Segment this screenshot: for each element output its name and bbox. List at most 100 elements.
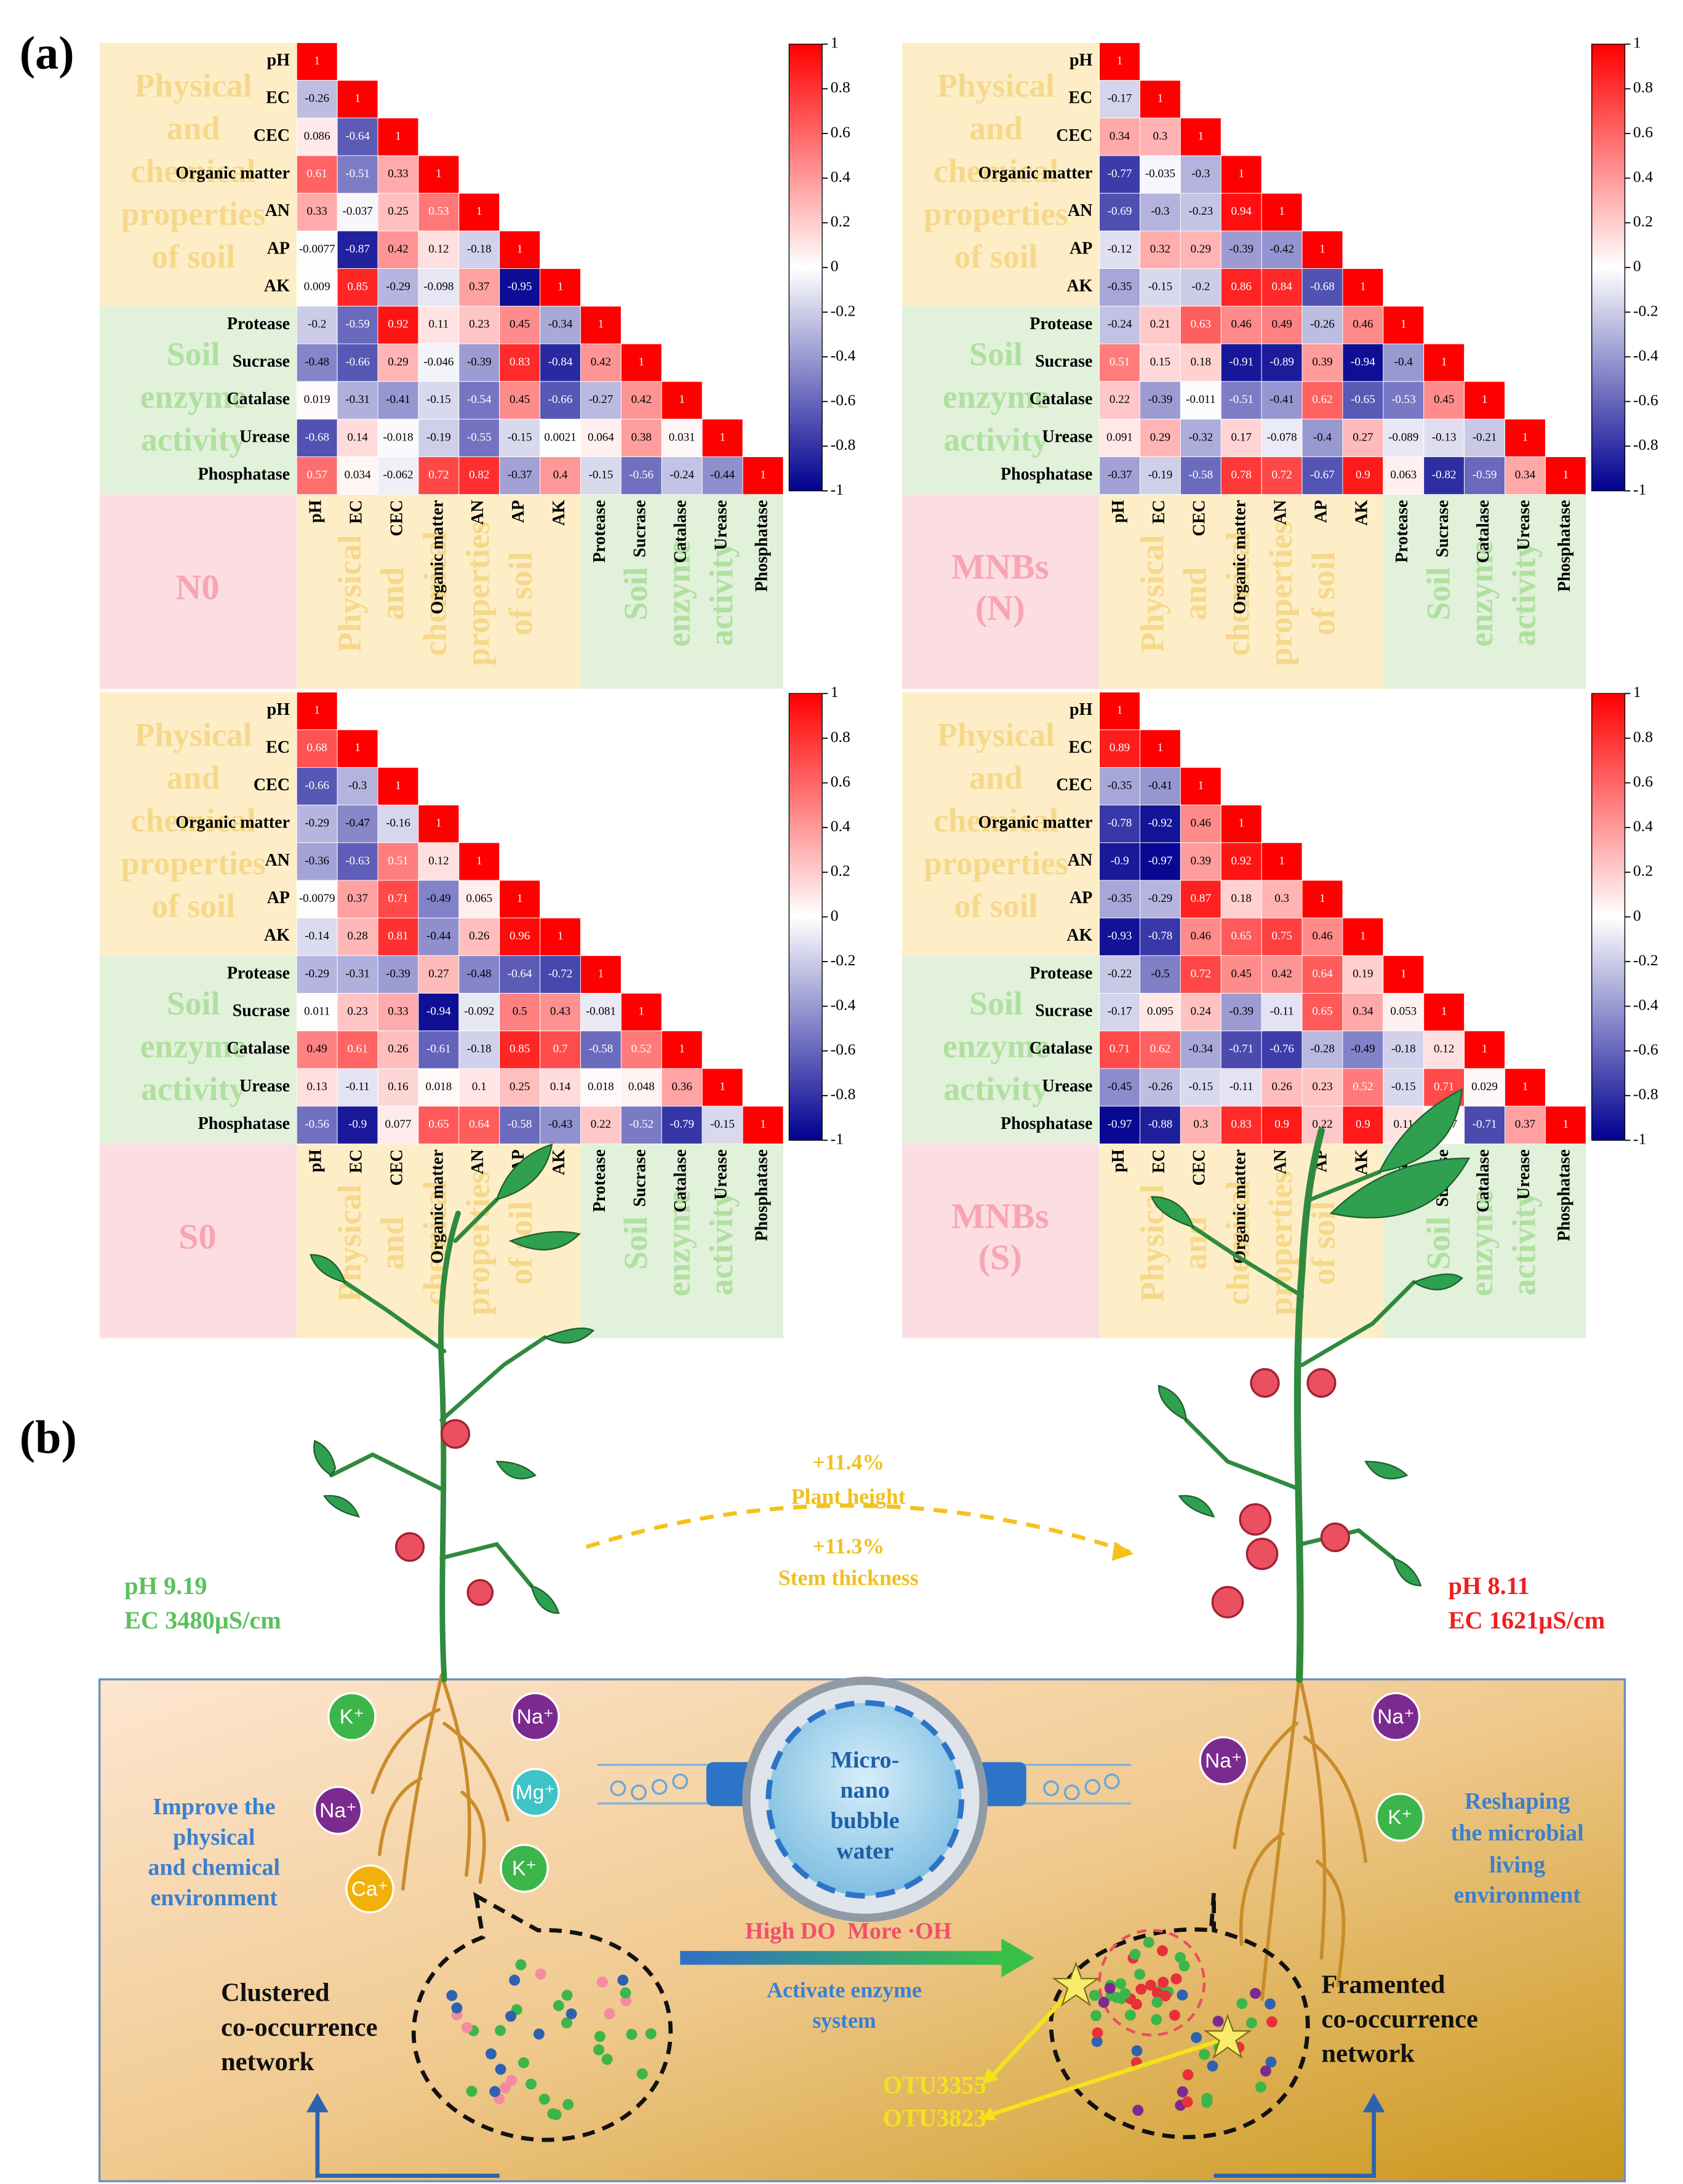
node: [1145, 1979, 1157, 1991]
heatmap: PhysicalPhysicalandandchemicalchemicalpr…: [99, 34, 856, 689]
cell: [1180, 880, 1221, 919]
colorbar-tick-label: 0.4: [831, 817, 850, 835]
cell-value: -0.23: [1188, 205, 1213, 218]
cell: [1099, 691, 1140, 730]
cell: [1180, 306, 1221, 345]
leaves: [310, 1143, 594, 1614]
cell-value: -0.21: [1473, 431, 1497, 444]
row-label: CEC: [1056, 126, 1092, 145]
cell-value: 0.85: [510, 1043, 530, 1056]
cell-value: -0.64: [345, 130, 370, 143]
column-label: pH: [1109, 500, 1128, 523]
network-text: Clustered co-occurrence network Framente…: [221, 1970, 1478, 2076]
cell-value: 1: [760, 468, 766, 481]
cell: [418, 805, 460, 843]
column-label: EC: [1149, 500, 1169, 524]
cluster: [1098, 1929, 1206, 2037]
cell-value: -0.94: [426, 1005, 451, 1018]
cell-value: 0.49: [1271, 318, 1292, 331]
cell-value: 0.46: [1231, 318, 1252, 331]
cell: [580, 955, 622, 994]
node: [1143, 1937, 1154, 1948]
cell-value: -0.28: [1310, 1043, 1335, 1056]
chart-title: (N): [975, 588, 1025, 628]
otu-arrow: [987, 1983, 1229, 2118]
cell-value: -0.41: [1269, 393, 1294, 406]
cell-value: 0.25: [510, 1080, 530, 1093]
column-label: Catalase: [671, 500, 690, 564]
colorbar-tick-label: 0: [831, 906, 839, 924]
node: [593, 2044, 605, 2055]
group-label: enzyme: [1463, 1190, 1500, 1296]
cell-value: 0.45: [1434, 393, 1454, 406]
group-label: Soil: [167, 985, 220, 1022]
effect-label: Improve the: [153, 1794, 275, 1820]
cell-value: 1: [1157, 92, 1164, 105]
cell: [1220, 880, 1262, 919]
effect-label: living: [1489, 1852, 1545, 1878]
cell: [702, 1106, 743, 1144]
colorbar-tick-label: 0.2: [831, 862, 850, 880]
cell-value: -0.18: [1391, 1043, 1416, 1056]
cell: [458, 193, 500, 231]
cell: [702, 418, 743, 457]
row-label: CEC: [1056, 775, 1092, 794]
cell-value: -0.31: [345, 967, 370, 980]
node: [451, 2002, 463, 2014]
column-label: AK: [1352, 1149, 1371, 1175]
colorbar: [788, 693, 823, 1141]
cell: [1261, 842, 1303, 881]
title-box: [902, 1144, 1100, 1339]
cell-value: -0.78: [1148, 930, 1173, 943]
cell-value: 0.32: [1150, 242, 1170, 255]
cell: [1180, 118, 1221, 156]
cell: [1099, 193, 1140, 231]
cell-value: 1: [436, 817, 442, 830]
colorbar-tick-label: -0.6: [1633, 391, 1658, 409]
column-label: CEC: [1190, 1149, 1209, 1186]
cell: [1220, 418, 1262, 457]
title-box: [99, 1144, 297, 1339]
cell: [1261, 955, 1303, 994]
node: [533, 2028, 545, 2040]
cell: [1261, 381, 1303, 420]
roots: [370, 1673, 510, 1891]
cell-value: -0.37: [508, 468, 532, 481]
node: [604, 2008, 615, 2020]
title-box: [99, 494, 297, 689]
column-label: AK: [550, 500, 569, 525]
cell-value: -0.56: [305, 1118, 329, 1131]
cell-value: -0.78: [1108, 817, 1132, 830]
column-label: Catalase: [671, 1149, 690, 1213]
cell-value: 0.18: [1231, 892, 1252, 905]
node: [518, 2057, 530, 2068]
cell-value: 0.19: [1353, 967, 1373, 980]
effect-label: the microbial: [1451, 1820, 1584, 1846]
cell-value: 0.009: [304, 281, 330, 293]
node: [1260, 2065, 1271, 2077]
node: [617, 1974, 629, 1986]
group-band: [99, 42, 297, 306]
cell-value: -0.36: [305, 855, 329, 867]
effect-label: Reshaping: [1465, 1788, 1570, 1814]
cell: [1301, 880, 1343, 919]
cell: [458, 880, 500, 919]
node: [620, 1995, 632, 2007]
node: [645, 2028, 657, 2039]
otu-label: OTU3823: [883, 2104, 986, 2132]
row-label: Sucrase: [233, 352, 290, 371]
node: [566, 2008, 577, 2020]
cell-value: -0.68: [305, 431, 329, 444]
cell-value: 0.49: [307, 1043, 327, 1056]
ion-label: K⁺: [340, 1705, 364, 1728]
cell-value: 0.018: [588, 1080, 614, 1093]
row-label: AN: [1068, 851, 1092, 870]
cell-value: -0.4: [1394, 356, 1413, 369]
ion-label: Mg⁺: [516, 1782, 555, 1804]
cell: [1383, 955, 1425, 994]
colorbar-tick-label: -0.2: [831, 301, 856, 319]
colorbar-tick-label: 0.8: [831, 728, 850, 746]
cell-value: 0.14: [550, 1080, 571, 1093]
ion-label: Na⁺: [1205, 1750, 1242, 1772]
cell-value: 0.87: [1191, 892, 1211, 905]
